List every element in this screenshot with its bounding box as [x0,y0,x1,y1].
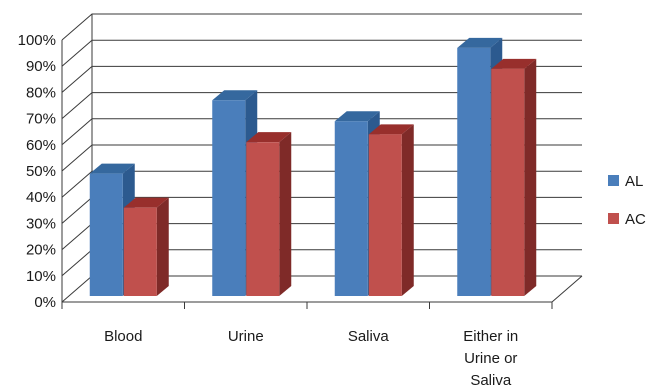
gridline [61,13,582,41]
bars [89,37,537,297]
y-tick-label: 0% [34,294,56,311]
legend-label: AC [625,211,646,228]
bar [123,197,169,296]
legend-item: AC [608,211,646,228]
category-label: Blood [104,328,142,345]
category-label: Urine [228,328,264,345]
y-tick-labels: 0% 10% 20% 30% 40% 50% 60% 70% 80% 90% 100% [18,32,56,311]
y-tick-label: 70% [26,111,56,128]
y-tick-label: 90% [26,58,56,75]
bar [368,124,414,296]
y-tick-label: 80% [26,84,56,101]
y-tick-label: 50% [26,163,56,180]
y-tick-label: 40% [26,189,56,206]
category-label: Saliva [348,328,390,345]
y-tick-label: 60% [26,137,56,154]
legend-item: AL [608,173,643,190]
category-labels: Blood Urine Saliva Either in Urine or Saliva [104,328,518,389]
y-tick-label: 10% [26,268,56,285]
legend-swatch [608,213,619,224]
legend-label: AL [625,173,643,190]
bar [246,132,292,296]
legend-swatch [608,175,619,186]
y-tick-label: 30% [26,215,56,232]
category-label: Either in Urine or Saliva [463,328,518,389]
y-tick-label: 100% [18,32,56,49]
legend: AL AC [608,173,646,228]
bar [491,58,537,296]
y-tick-label: 20% [26,242,56,259]
